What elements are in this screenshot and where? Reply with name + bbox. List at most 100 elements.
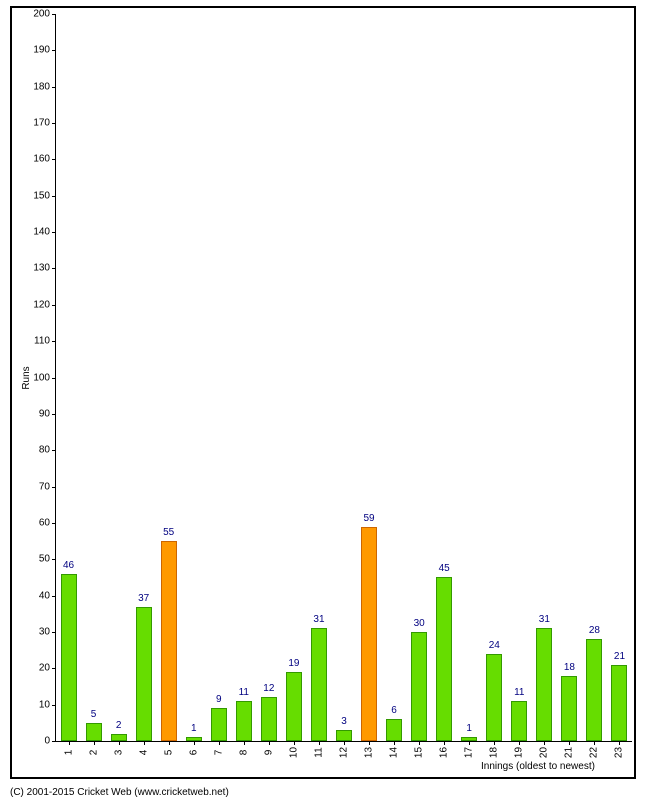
copyright-text: (C) 2001-2015 Cricket Web (www.cricketwe… bbox=[10, 787, 229, 798]
ytick bbox=[52, 668, 56, 669]
ytick-label: 30 bbox=[39, 626, 50, 637]
ytick bbox=[52, 741, 56, 742]
xtick bbox=[269, 741, 270, 745]
ytick bbox=[52, 414, 56, 415]
ytick-label: 170 bbox=[33, 118, 50, 129]
xtick-label: 17 bbox=[464, 747, 475, 758]
ytick-label: 140 bbox=[33, 227, 50, 238]
ytick bbox=[52, 559, 56, 560]
ytick-label: 10 bbox=[39, 699, 50, 710]
bar-value-label: 5 bbox=[91, 709, 97, 720]
xtick bbox=[294, 741, 295, 745]
bar-value-label: 11 bbox=[239, 687, 249, 698]
bar bbox=[261, 697, 277, 741]
xtick-label: 11 bbox=[313, 747, 324, 757]
ytick bbox=[52, 87, 56, 88]
bar bbox=[561, 676, 577, 741]
xtick-label: 4 bbox=[138, 750, 149, 756]
bar-value-label: 37 bbox=[138, 593, 149, 604]
xtick-label: 16 bbox=[439, 747, 450, 758]
bar-value-label: 19 bbox=[288, 658, 299, 669]
xtick bbox=[94, 741, 95, 745]
xtick bbox=[619, 741, 620, 745]
ytick-label: 130 bbox=[33, 263, 50, 274]
ytick-label: 40 bbox=[39, 590, 50, 601]
bar bbox=[61, 574, 77, 741]
xtick-label: 1 bbox=[63, 750, 74, 756]
ytick bbox=[52, 232, 56, 233]
xtick-label: 15 bbox=[414, 747, 425, 758]
xtick-label: 20 bbox=[539, 747, 550, 758]
bar bbox=[286, 672, 302, 741]
xtick-label: 3 bbox=[113, 750, 124, 756]
bar-value-label: 3 bbox=[341, 716, 347, 727]
xtick bbox=[344, 741, 345, 745]
ytick-label: 70 bbox=[39, 481, 50, 492]
xtick-label: 19 bbox=[514, 747, 525, 758]
bar-value-label: 46 bbox=[63, 560, 74, 571]
plot-area: 0102030405060708090100110120130140150160… bbox=[55, 14, 632, 742]
bar bbox=[536, 628, 552, 741]
bar-value-label: 18 bbox=[564, 662, 575, 673]
xtick-label: 23 bbox=[614, 747, 625, 758]
xtick bbox=[144, 741, 145, 745]
xtick-label: 9 bbox=[263, 750, 274, 756]
xtick-label: 7 bbox=[213, 750, 224, 756]
xtick bbox=[594, 741, 595, 745]
xtick bbox=[119, 741, 120, 745]
ytick-label: 150 bbox=[33, 190, 50, 201]
ytick bbox=[52, 50, 56, 51]
xtick-label: 12 bbox=[339, 747, 350, 758]
bar-value-label: 28 bbox=[589, 625, 600, 636]
bar-value-label: 1 bbox=[466, 723, 472, 734]
xtick-label: 13 bbox=[364, 747, 375, 758]
xtick bbox=[194, 741, 195, 745]
bar-value-label: 59 bbox=[363, 513, 374, 524]
bar bbox=[86, 723, 102, 741]
bar-value-label: 30 bbox=[414, 618, 425, 629]
ytick-label: 90 bbox=[39, 408, 50, 419]
xtick bbox=[169, 741, 170, 745]
bar-value-label: 24 bbox=[489, 640, 500, 651]
chart-container: 0102030405060708090100110120130140150160… bbox=[0, 0, 650, 800]
xtick bbox=[469, 741, 470, 745]
bar-value-label: 11 bbox=[514, 687, 524, 698]
xtick-label: 21 bbox=[564, 747, 575, 758]
ytick-label: 60 bbox=[39, 517, 50, 528]
xtick bbox=[369, 741, 370, 745]
x-axis-label: Innings (oldest to newest) bbox=[481, 761, 595, 772]
ytick bbox=[52, 14, 56, 15]
xtick bbox=[394, 741, 395, 745]
ytick bbox=[52, 378, 56, 379]
ytick-label: 200 bbox=[33, 9, 50, 20]
xtick bbox=[319, 741, 320, 745]
bar-value-label: 6 bbox=[391, 705, 397, 716]
ytick bbox=[52, 487, 56, 488]
y-axis-label: Runs bbox=[21, 366, 32, 389]
xtick bbox=[419, 741, 420, 745]
xtick-label: 10 bbox=[288, 747, 299, 758]
ytick bbox=[52, 341, 56, 342]
xtick-label: 18 bbox=[489, 747, 500, 758]
bar-value-label: 31 bbox=[313, 614, 324, 625]
xtick-label: 22 bbox=[589, 747, 600, 758]
bar-value-label: 55 bbox=[163, 527, 174, 538]
ytick-label: 180 bbox=[33, 81, 50, 92]
ytick bbox=[52, 705, 56, 706]
bar bbox=[211, 708, 227, 741]
xtick bbox=[69, 741, 70, 745]
ytick-label: 80 bbox=[39, 445, 50, 456]
bar-value-label: 31 bbox=[539, 614, 550, 625]
ytick-label: 20 bbox=[39, 663, 50, 674]
ytick bbox=[52, 268, 56, 269]
ytick-label: 120 bbox=[33, 299, 50, 310]
bar bbox=[136, 607, 152, 741]
xtick-label: 6 bbox=[188, 750, 199, 756]
xtick-label: 5 bbox=[163, 750, 174, 756]
bar bbox=[586, 639, 602, 741]
bar bbox=[111, 734, 127, 741]
ytick-label: 110 bbox=[34, 336, 50, 347]
ytick-label: 0 bbox=[44, 736, 50, 747]
ytick bbox=[52, 523, 56, 524]
bar bbox=[411, 632, 427, 741]
